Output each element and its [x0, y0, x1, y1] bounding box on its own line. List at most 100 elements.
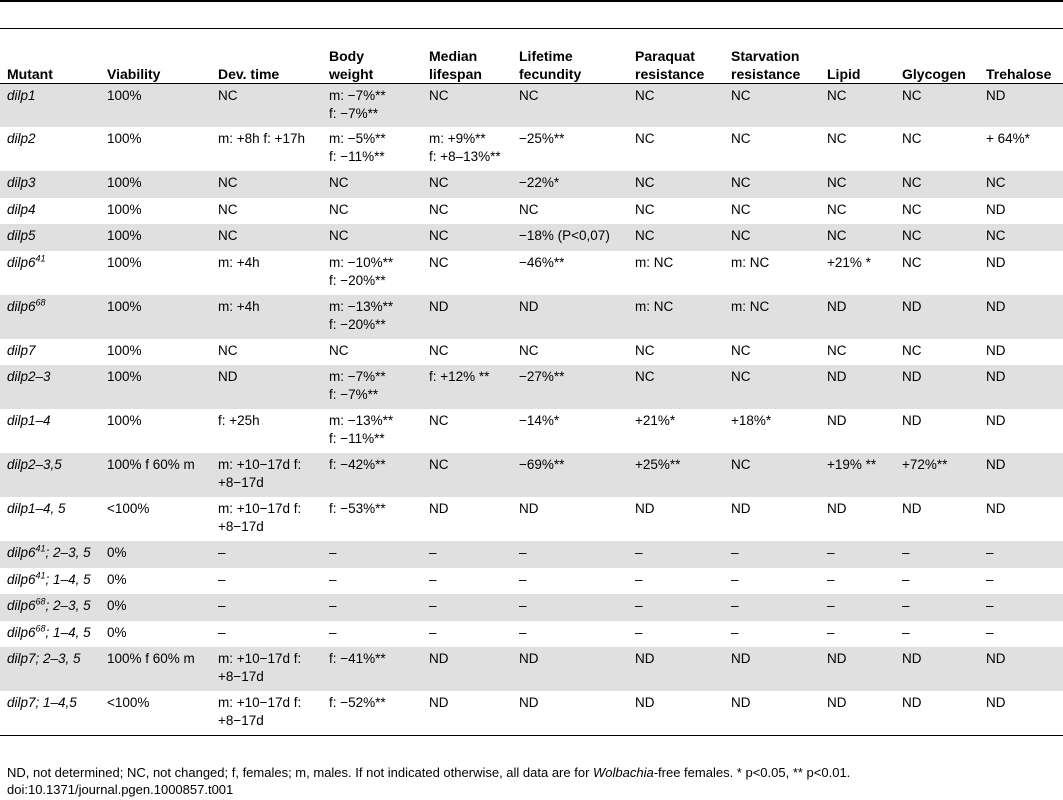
table-cell: –	[724, 594, 820, 621]
table-cell: NC	[895, 83, 979, 127]
table-cell: ND	[902, 501, 922, 516]
table-cell: 100% f 60% m	[100, 453, 211, 497]
table-cell: 100%	[107, 131, 142, 146]
table-cell: −22%*	[512, 171, 628, 198]
table-cell: –	[724, 541, 820, 568]
table-cell: NC	[635, 131, 655, 146]
mutant-cell: dilp7; 2–3, 5	[0, 647, 100, 691]
table-cell: –	[218, 571, 226, 587]
table-cell: 100% f 60% m	[100, 647, 211, 691]
table-cell: m: −7%** f: −7%**	[322, 83, 422, 127]
table-cell: NC	[902, 342, 922, 358]
table-cell: –	[422, 594, 512, 621]
table-cell: ND	[635, 501, 655, 516]
table-cell: f: −42%**	[322, 453, 422, 497]
table-row: dilp641; 2–3, 5 0% – – – – – – – – –	[0, 541, 1063, 568]
table-cell: m: +10−17d f: +8−17d	[211, 453, 322, 497]
table-cell: NC	[628, 224, 724, 251]
table-cell: ND	[979, 453, 1063, 497]
table-top-band	[0, 0, 1063, 29]
table-cell: ND	[429, 501, 449, 516]
table-cell: –	[986, 624, 994, 640]
table-cell: –	[512, 541, 628, 568]
table-cell: –	[979, 541, 1063, 568]
column-header: Paraquat resistance	[628, 29, 724, 84]
table-cell: 100%	[100, 83, 211, 127]
table-cell: +18%*	[731, 413, 772, 428]
table-row: dilp2–3 100% ND m: −7%** f: −7%** f: +12% ** −…	[0, 365, 1063, 409]
table-cell: m: NC	[628, 294, 724, 339]
table-cell: NC	[322, 171, 422, 198]
table-cell: NC	[724, 83, 820, 127]
table-cell: –	[628, 541, 724, 568]
table-cell: NC	[429, 254, 449, 270]
table-cell: NC	[329, 342, 349, 358]
table-cell: ND	[628, 647, 724, 691]
table-cell: –	[902, 624, 910, 640]
table-cell: NC	[827, 131, 847, 146]
table-cell: –	[731, 624, 739, 640]
table-cell: −46%**	[519, 254, 565, 270]
table-cell: +21% *	[827, 254, 871, 270]
table-row: dilp1–4 100% f: +25h m: −13%** f: −11%** NC −1…	[0, 409, 1063, 453]
table-cell: ND	[827, 413, 847, 428]
table-cell: m: NC	[724, 294, 820, 339]
table-row: dilp668; 1–4, 5 0% – – – – – – – – –	[0, 621, 1063, 648]
table-cell: NC	[724, 365, 820, 409]
table-cell: –	[820, 541, 895, 568]
mutant-cell: dilp641; 2–3, 5	[0, 541, 100, 568]
table-cell: NC	[322, 224, 422, 251]
table-cell: m: +4h	[218, 254, 260, 270]
table-row: dilp668; 2–3, 5 0% – – – – – – – – –	[0, 594, 1063, 621]
table-cell: NC	[895, 171, 979, 198]
mutant-cell: dilp7; 1–4,5	[0, 691, 100, 736]
table-cell: ND	[986, 342, 1006, 358]
table-cell: ND	[512, 691, 628, 736]
table-cell: NC	[731, 201, 751, 217]
column-header: Trehalose	[979, 29, 1063, 84]
table-cell: ND	[986, 201, 1006, 217]
table-cell: m: +10−17d f: +8−17d	[218, 501, 302, 534]
table-cell: –	[979, 594, 1063, 621]
mutant-cell: dilp4	[7, 201, 36, 217]
table-cell: ND	[895, 294, 979, 339]
table-cell: NC	[724, 171, 820, 198]
table-cell: –	[635, 571, 643, 587]
table-cell: ND	[979, 647, 1063, 691]
column-header: Starvation resistance	[724, 29, 820, 84]
mutant-cell: dilp668	[0, 294, 100, 339]
table-cell: –	[519, 571, 527, 587]
table-cell: 100%	[107, 342, 142, 358]
table-cell: ND	[724, 691, 820, 736]
table-cell: –	[986, 571, 994, 587]
table-cell: NC	[820, 171, 895, 198]
table-row: dilp7 100% NC NC NC NC NC NC NC NC ND	[0, 339, 1063, 366]
table-cell: NC	[731, 342, 751, 358]
mutant-cell: dilp5	[0, 224, 100, 251]
table-cell: NC	[628, 365, 724, 409]
table-row: dilp2 100% m: +8h f: +17h m: −5%** f: −11%**…	[0, 127, 1063, 171]
table-cell: 100%	[100, 294, 211, 339]
table-cell: ND	[820, 647, 895, 691]
table-cell: NC	[724, 224, 820, 251]
table-cell: ND	[986, 254, 1006, 270]
footnote-before: ND, not determined; NC, not changed; f, …	[7, 765, 594, 780]
table-cell: −25%**	[519, 131, 565, 146]
table-cell: m: +10−17d f: +8−17d	[211, 691, 322, 736]
table-cell: –	[218, 624, 226, 640]
table-cell: NC	[519, 201, 539, 217]
table-cell: 100%	[107, 254, 142, 270]
mutant-cell: dilp641; 1–4, 5	[7, 570, 91, 587]
table-cell: –	[902, 571, 910, 587]
table-cell: ND	[986, 501, 1006, 516]
table-cell: NC	[211, 171, 322, 198]
table-cell: NC	[422, 83, 512, 127]
mutant-cell: dilp2–3	[0, 365, 100, 409]
table-cell: –	[429, 624, 437, 640]
table-cell: m: NC	[635, 254, 674, 270]
table-cell: –	[329, 571, 337, 587]
table-cell: ND	[512, 294, 628, 339]
table-cell: –	[827, 624, 835, 640]
table-cell: ND	[820, 294, 895, 339]
table-cell: ND	[422, 691, 512, 736]
